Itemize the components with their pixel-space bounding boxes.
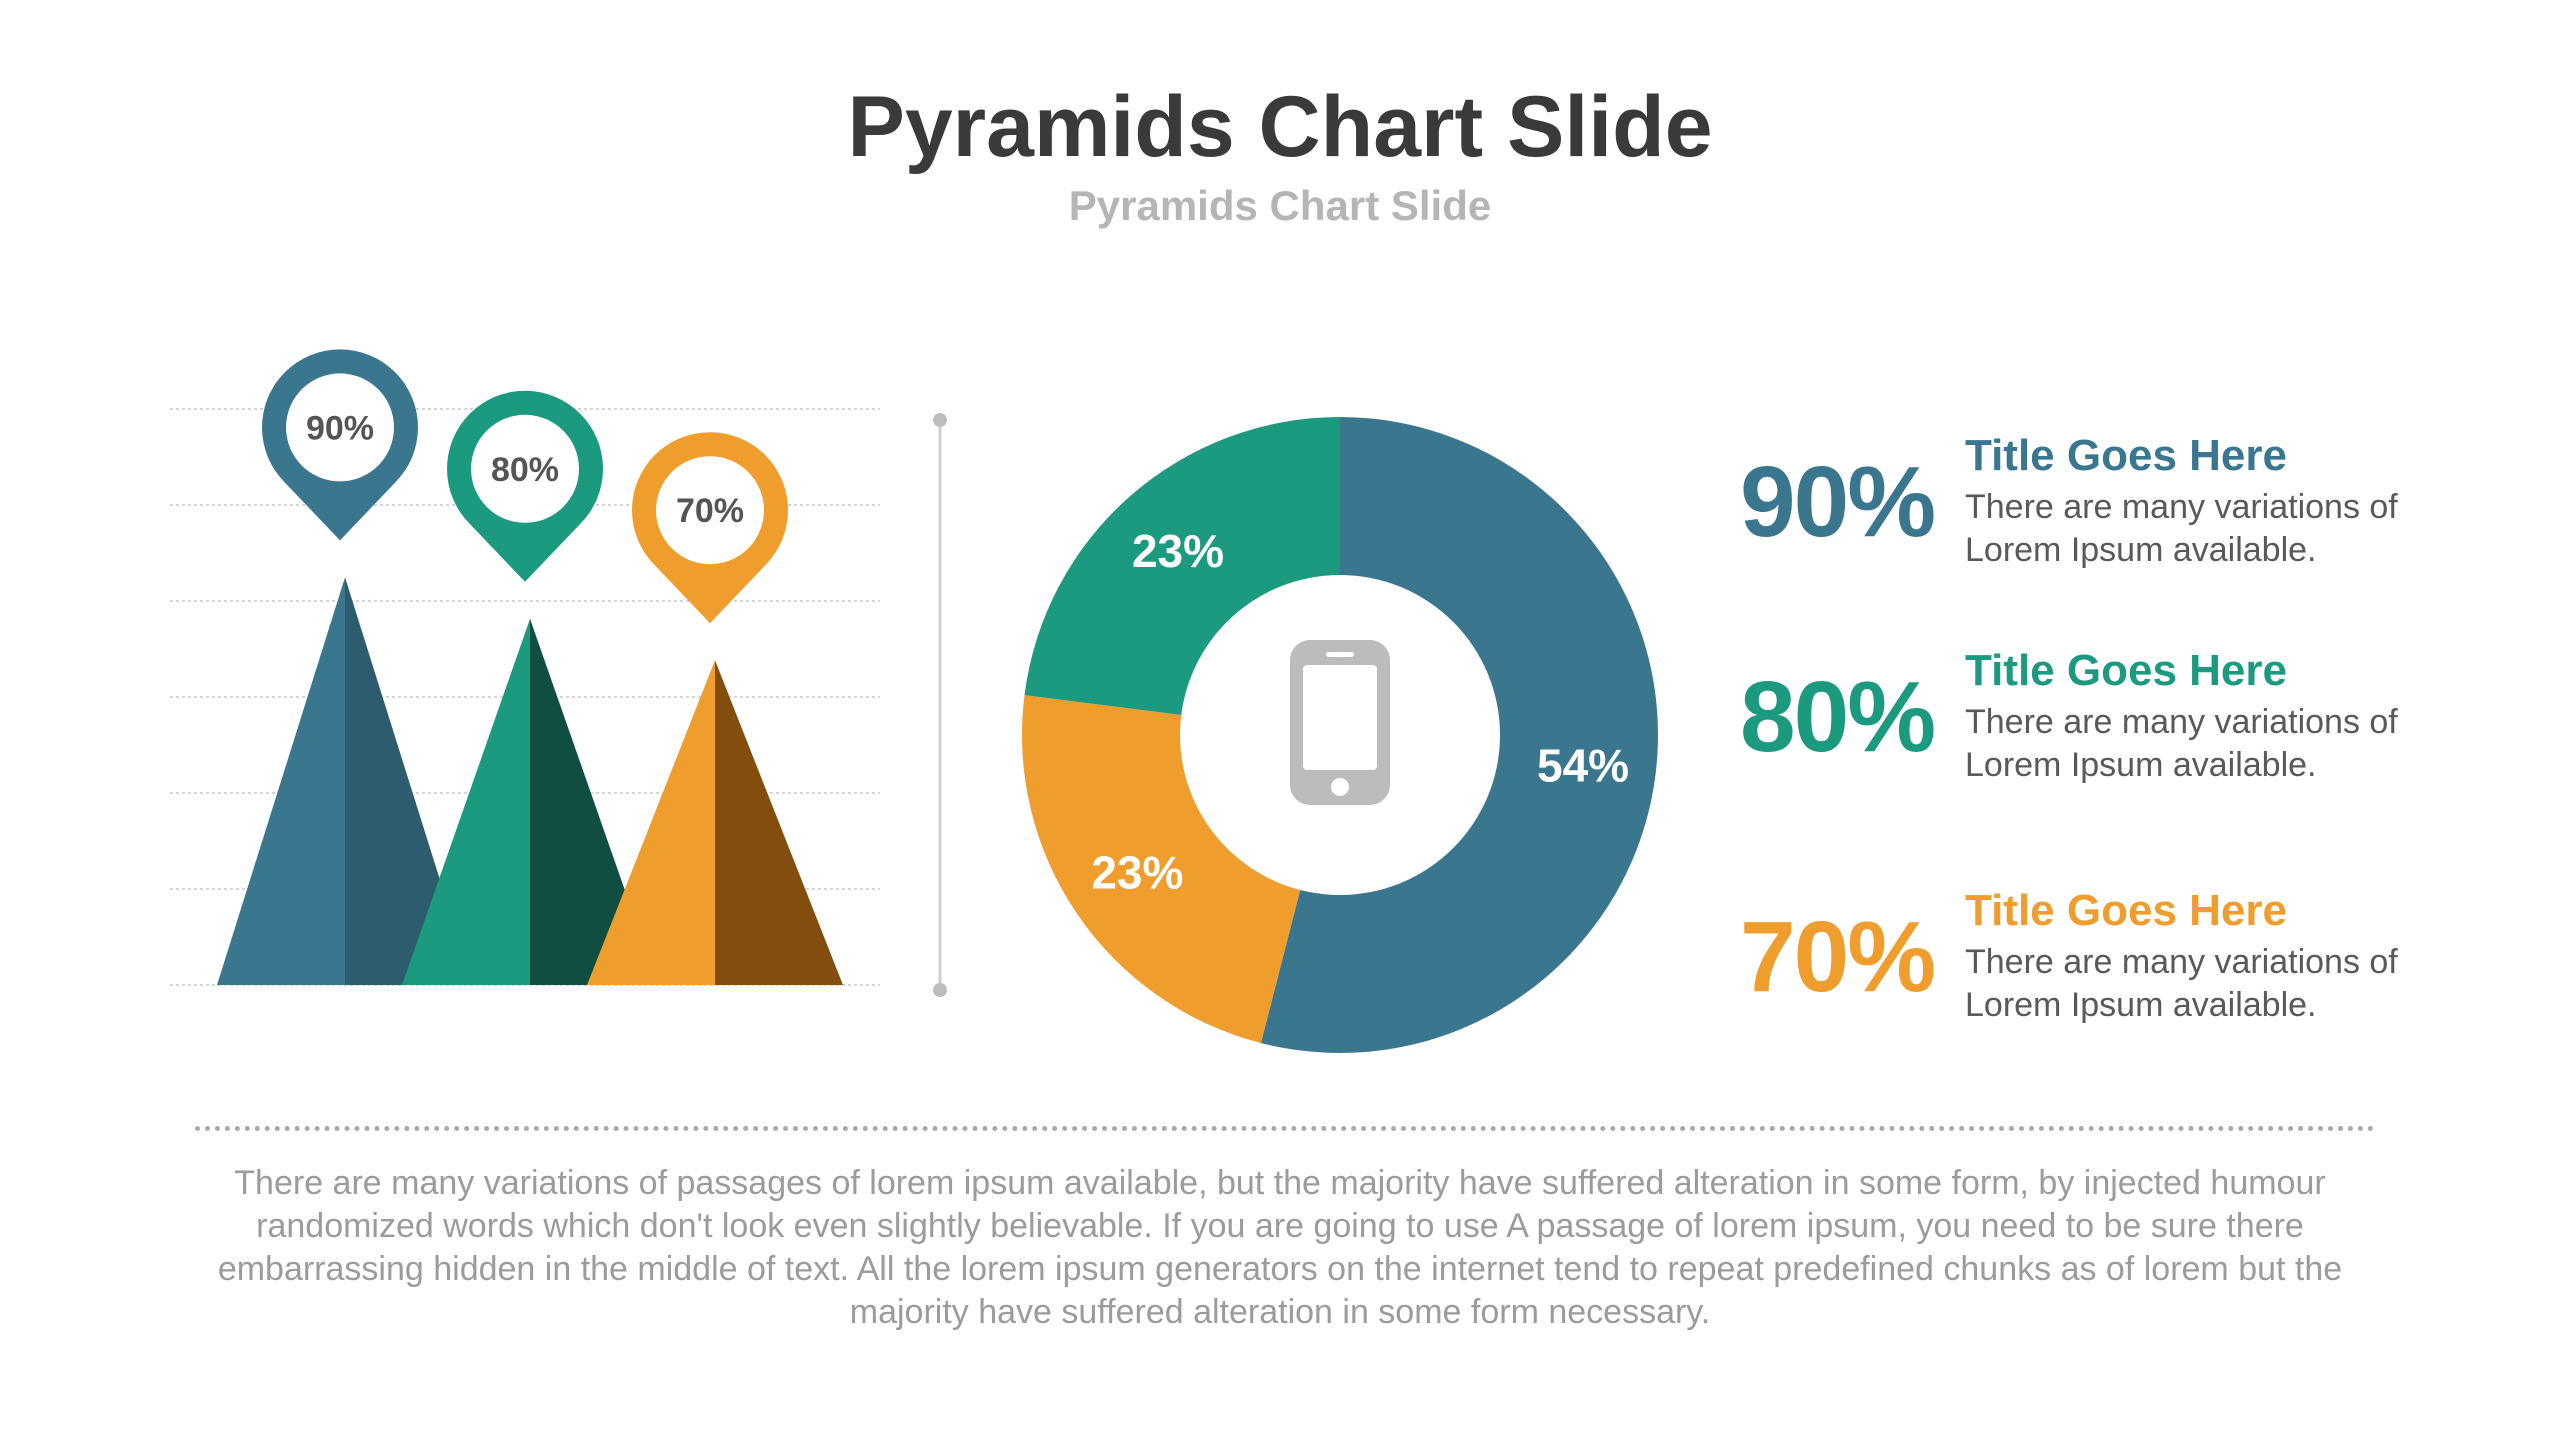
stat-description: There are many variations of Lorem Ipsum… xyxy=(1965,703,2398,784)
pyramid-label: 80% xyxy=(491,451,559,489)
pyramid-chart: 90% 80% 70% xyxy=(170,349,947,997)
body-paragraph: There are many variations of passages of… xyxy=(217,1164,2343,1331)
stat-description: There are many variations of Lorem Ipsum… xyxy=(1965,943,2398,1024)
donut-label: 54% xyxy=(1537,740,1629,792)
separator-dot-top xyxy=(933,413,947,427)
pyramid-label: 70% xyxy=(676,492,744,530)
stat-item: 80% Title Goes Here There are many varia… xyxy=(1740,646,2440,797)
donut-label: 23% xyxy=(1091,847,1183,899)
stat-item: 90% Title Goes Here There are many varia… xyxy=(1740,431,2440,582)
slide-subtitle: Pyramids Chart Slide xyxy=(1068,182,1492,229)
stat-item: 70% Title Goes Here There are many varia… xyxy=(1740,886,2440,1037)
pyramid-marks: 90% 80% 70% xyxy=(217,349,843,985)
pyramid-bar xyxy=(217,577,473,985)
pyramid-label: 90% xyxy=(306,409,374,447)
slide-title: Pyramids Chart Slide xyxy=(847,79,1713,175)
map-pin-icon xyxy=(262,349,418,541)
pyramid-bar xyxy=(587,660,843,985)
map-pin-icon xyxy=(447,390,603,582)
donut-chart: 54% 23% 23% xyxy=(1022,417,1658,1053)
stat-percent: 80% xyxy=(1740,661,1936,773)
map-pin-icon xyxy=(632,432,788,624)
donut-label: 23% xyxy=(1132,525,1224,577)
dotted-divider xyxy=(195,1126,2375,1131)
smartphone-icon xyxy=(1290,640,1390,805)
stat-title: Title Goes Here xyxy=(1965,886,2287,935)
stat-title: Title Goes Here xyxy=(1965,646,2287,695)
stat-percent: 90% xyxy=(1740,446,1936,558)
stat-percent: 70% xyxy=(1740,901,1936,1013)
separator-dot-bottom xyxy=(933,983,947,997)
stat-description: There are many variations of Lorem Ipsum… xyxy=(1965,488,2398,569)
stat-title: Title Goes Here xyxy=(1965,431,2287,480)
